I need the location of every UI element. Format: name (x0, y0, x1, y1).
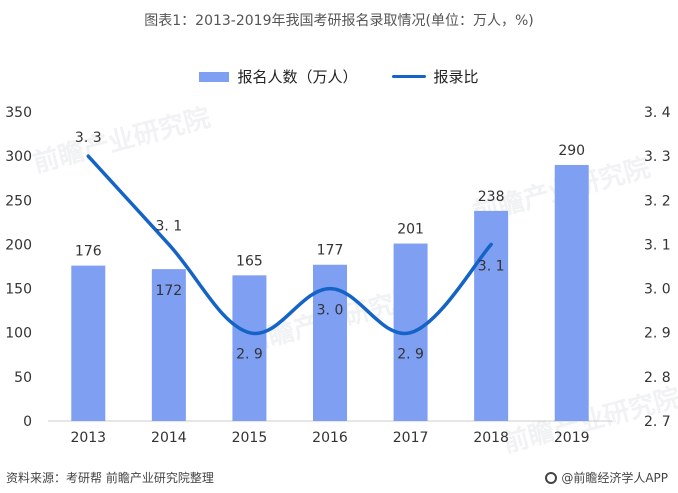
ratio-line (86, 154, 493, 336)
legend-swatch-bar (199, 71, 230, 82)
bar-value-label: 238 (478, 189, 505, 205)
x-tick-label: 2013 (70, 430, 106, 446)
legend-item-bar: 报名人数（万人） (199, 66, 358, 87)
y-right-tick-label: 3. 0 (644, 282, 671, 298)
bar (151, 269, 186, 421)
legend-swatch-line (391, 75, 426, 78)
bar (71, 265, 106, 421)
y-left-tick-label: 300 (5, 149, 32, 165)
line-value-label: 3. 1 (155, 218, 182, 234)
x-tick-label: 2015 (232, 430, 268, 446)
bar-value-label: 290 (558, 143, 585, 159)
y-left-tick-label: 200 (5, 237, 32, 253)
bar-value-label: 172 (155, 283, 182, 299)
y-left-tick-label: 150 (5, 282, 32, 298)
y-left-tick-label: 250 (5, 193, 32, 209)
y-right-tick-label: 2. 8 (644, 370, 671, 386)
brand: @前瞻经济学人APP (545, 469, 668, 486)
y-left-tick-label: 100 (5, 326, 32, 342)
y-right-tick-label: 3. 1 (644, 237, 671, 253)
x-tick-label: 2016 (312, 430, 348, 446)
line-value-label: 3. 0 (317, 303, 344, 319)
y-right-tick-label: 3. 2 (644, 193, 671, 209)
x-tick-label: 2017 (393, 430, 429, 446)
bar (554, 164, 589, 421)
brand-label: @前瞻经济学人APP (561, 471, 668, 485)
y-left-tick-label: 50 (14, 370, 32, 386)
x-tick-label: 2018 (473, 430, 509, 446)
brand-logo-icon (545, 471, 558, 484)
y-right-tick-label: 3. 4 (644, 105, 671, 121)
bar-value-label: 201 (397, 222, 424, 238)
legend-item-line: 报录比 (391, 66, 479, 87)
y-left-tick-label: 0 (23, 414, 32, 430)
line-value-label: 2. 9 (397, 347, 424, 363)
y-right-tick-label: 2. 9 (644, 326, 671, 342)
bar (232, 275, 267, 421)
chart-legend: 报名人数（万人） 报录比 (0, 66, 678, 87)
bar-value-label: 177 (317, 243, 344, 259)
line-value-label: 3. 1 (478, 258, 505, 274)
bar-value-label: 165 (236, 253, 263, 269)
line-value-label: 3. 3 (75, 130, 102, 146)
bar-value-label: 176 (75, 244, 102, 260)
legend-label-bar: 报名人数（万人） (237, 68, 358, 86)
x-tick-label: 2019 (554, 430, 590, 446)
y-left-tick-label: 350 (5, 105, 32, 121)
y-right-tick-label: 3. 3 (644, 149, 671, 165)
source-note: 资料来源：考研帮 前瞻产业研究院整理 (6, 471, 214, 485)
bar (474, 210, 509, 421)
legend-label-line: 报录比 (433, 68, 479, 86)
y-right-tick-label: 2. 7 (644, 414, 671, 430)
chart-title: 图表1：2013-2019年我国考研报名录取情况(单位：万人，%) (144, 13, 534, 29)
footer: 资料来源：考研帮 前瞻产业研究院整理 @前瞻经济学人APP (0, 469, 678, 487)
line-value-label: 2. 9 (236, 347, 263, 363)
x-tick-label: 2014 (151, 430, 187, 446)
